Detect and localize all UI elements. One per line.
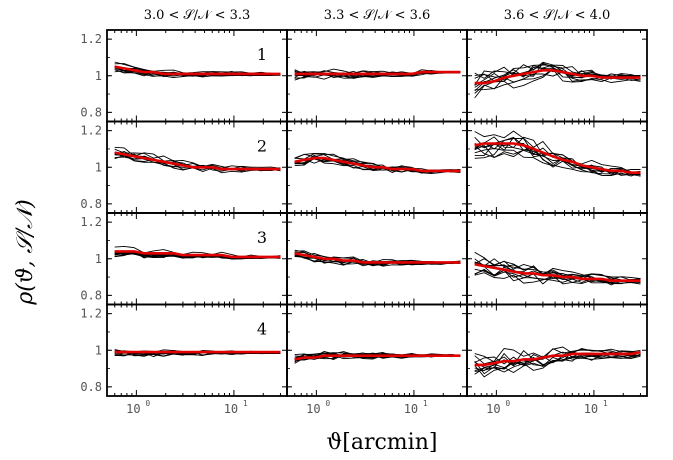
panel-r1-c1: 0.8 1 1.2 1 xyxy=(80,29,288,123)
row-number-label: 3 xyxy=(257,228,267,247)
realization-line xyxy=(474,268,641,283)
panel-r3-c3 xyxy=(466,212,648,306)
panel-frame xyxy=(286,212,468,306)
x-tick-label: 10 xyxy=(404,402,418,416)
column-titles: 3.0 < 𝒮/𝒩 < 3.3 3.3 < 𝒮/𝒩 < 3.6 3.6 < 𝒮/𝒩 … xyxy=(144,8,611,23)
row-number-label: 2 xyxy=(257,137,267,156)
column-title-2: 3.3 < 𝒮/𝒩 < 3.6 xyxy=(324,8,431,23)
realization-line xyxy=(474,354,641,373)
x-tick-exponent: 0 xyxy=(325,399,330,408)
y-tick-label: 1.2 xyxy=(80,124,102,138)
x-tick-exponent: 1 xyxy=(243,399,248,408)
mean-line xyxy=(294,354,461,361)
realization-line xyxy=(474,272,641,285)
mean-line xyxy=(474,262,641,282)
mean-line xyxy=(294,70,461,76)
panel-frame xyxy=(286,303,468,397)
y-tick-label: 0.8 xyxy=(80,380,102,394)
mean-line xyxy=(474,350,641,367)
x-tick-label: 10 xyxy=(224,402,238,416)
panel-r4-c3: 10 0 10 1 xyxy=(466,303,648,416)
y-tick-label: 1 xyxy=(95,160,102,174)
x-tick-exponent: 0 xyxy=(505,399,510,408)
panel-r3-c2 xyxy=(286,212,468,306)
realization-line xyxy=(474,348,641,366)
y-tick-label: 0.8 xyxy=(80,197,102,211)
realization-line xyxy=(474,68,641,99)
row-number-label: 1 xyxy=(257,45,267,64)
panel-r4-c1: 0.8 1 1.2 4 10 0 10 1 xyxy=(80,303,288,416)
row-number-label: 4 xyxy=(257,320,267,339)
realization-line xyxy=(474,353,641,375)
x-tick-label: 10 xyxy=(486,402,500,416)
panel-frame xyxy=(106,303,288,397)
y-tick-label: 0.8 xyxy=(80,288,102,302)
column-title-3: 3.6 < 𝒮/𝒩 < 4.0 xyxy=(504,8,611,23)
mean-line xyxy=(114,250,281,259)
y-tick-label: 1 xyxy=(95,343,102,357)
x-tick-label: 10 xyxy=(306,402,320,416)
x-tick-exponent: 1 xyxy=(603,399,608,408)
y-tick-label: 1.2 xyxy=(80,215,102,229)
x-tick-exponent: 1 xyxy=(423,399,428,408)
panel-r2-c2 xyxy=(286,120,468,214)
x-tick-label: 10 xyxy=(126,402,140,416)
realization-line xyxy=(114,148,281,170)
x-axis-label: ϑ[arcmin] xyxy=(327,430,438,455)
mean-line xyxy=(474,142,641,174)
realization-line xyxy=(474,61,641,86)
x-tick-label: 10 xyxy=(584,402,598,416)
y-tick-label: 1 xyxy=(95,69,102,83)
mean-line xyxy=(294,156,461,173)
realization-line xyxy=(474,258,641,280)
x-tick-exponent: 0 xyxy=(145,399,150,408)
panel-r1-c3 xyxy=(466,29,648,123)
y-tick-label: 1.2 xyxy=(80,32,102,46)
realization-line xyxy=(474,145,641,177)
mean-line xyxy=(294,252,461,264)
realization-line xyxy=(474,346,641,365)
panel-r3-c1: 0.8 1 1.2 3 xyxy=(80,212,288,306)
y-tick-label: 0.8 xyxy=(80,105,102,119)
panel-r4-c2: 10 0 10 1 xyxy=(286,303,468,416)
y-tick-label: 1.2 xyxy=(80,307,102,321)
panel-r1-c2 xyxy=(286,29,468,123)
realization-line xyxy=(474,142,641,175)
mean-line xyxy=(114,151,281,171)
mean-line xyxy=(114,65,281,76)
mean-line xyxy=(474,69,641,85)
y-tick-label: 1 xyxy=(95,252,102,266)
realization-line xyxy=(474,251,641,281)
panel-r2-c1: 0.8 1 1.2 2 xyxy=(80,120,288,214)
panel-r2-c3 xyxy=(466,120,648,214)
column-title-1: 3.0 < 𝒮/𝒩 < 3.3 xyxy=(144,8,251,23)
y-axis-label: ρ(ϑ, 𝒮/𝒩) xyxy=(13,199,38,305)
